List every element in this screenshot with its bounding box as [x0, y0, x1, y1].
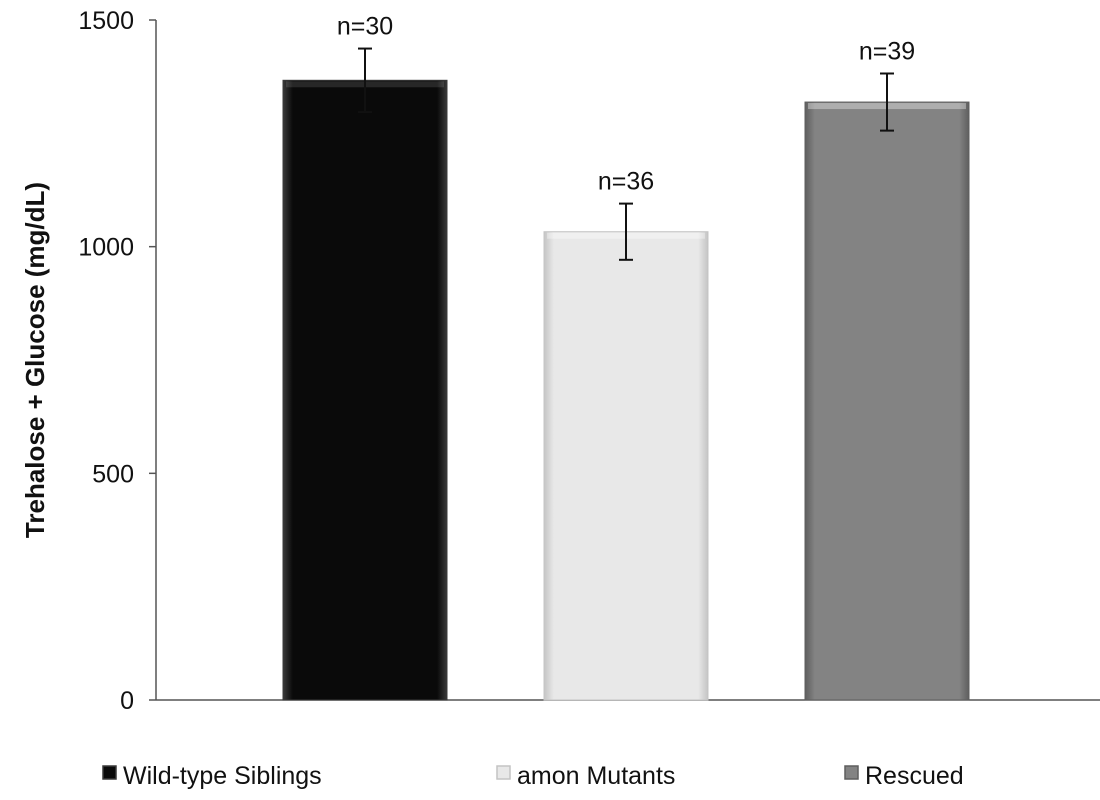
legend-swatch — [496, 765, 511, 780]
y-tick-label: 500 — [92, 460, 134, 488]
legend-swatch — [102, 765, 117, 780]
error-bar — [358, 47, 372, 114]
data-label: n=36 — [598, 168, 654, 196]
y-tick-label: 0 — [120, 687, 134, 715]
error-bars — [358, 47, 894, 261]
data-labels: n=30 n=36 n=39 — [337, 13, 915, 196]
legend-label: amon Mutants — [517, 762, 675, 790]
bars — [282, 79, 970, 701]
legend-label: Wild-type Siblings — [123, 762, 322, 790]
y-axis-title: Trehalose + Glucose (mg/dL) — [20, 182, 50, 538]
y-tick-label: 1500 — [78, 7, 134, 35]
bar — [282, 79, 448, 701]
y-tick-label: 1000 — [78, 234, 134, 262]
error-bar — [619, 202, 633, 261]
bar — [543, 231, 709, 701]
legend-swatch — [844, 765, 859, 780]
legend-item: Rescued — [844, 762, 964, 790]
legend-label: Rescued — [865, 762, 964, 790]
data-label: n=30 — [337, 13, 393, 41]
bar — [804, 101, 970, 701]
legend-item: amon Mutants — [496, 762, 675, 790]
legend-item: Wild-type Siblings — [102, 762, 322, 790]
error-bar — [880, 72, 894, 132]
data-label: n=39 — [859, 37, 915, 65]
legend: Wild-type Siblings amon Mutants Rescued — [102, 762, 964, 790]
y-ticks: 0 500 1000 1500 — [78, 7, 156, 715]
